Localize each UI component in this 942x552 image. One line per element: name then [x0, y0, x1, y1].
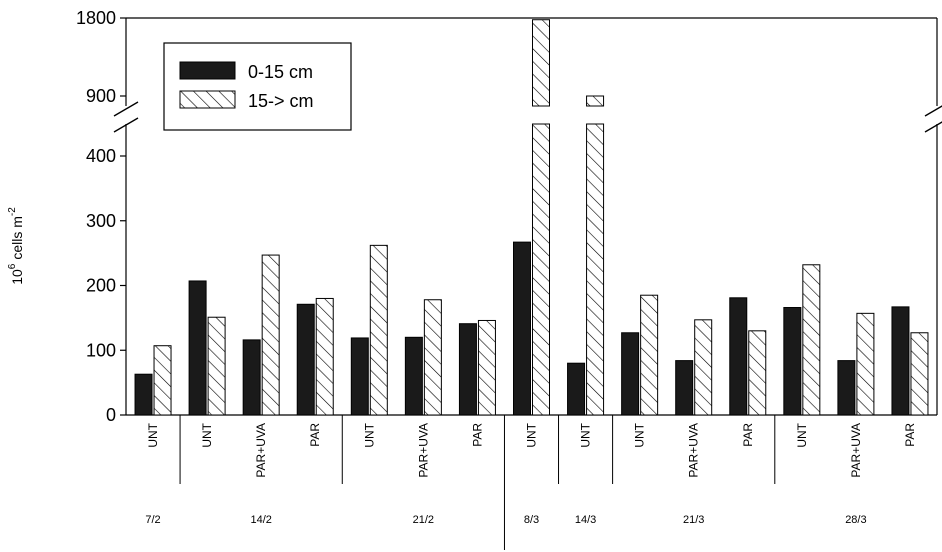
x-category-label: PAR+UVA: [849, 423, 863, 478]
x-category-label: PAR: [470, 423, 484, 447]
bar-solid: [783, 307, 802, 416]
bar-solid: [134, 373, 153, 416]
legend-box: [163, 42, 352, 131]
legend: 0-15 cm 15-> cm: [163, 42, 352, 131]
bar-solid: [404, 336, 423, 416]
x-group-label: 21/3: [683, 514, 704, 526]
x-category-label: PAR+UVA: [254, 423, 268, 478]
y-axis-label-exponent: 6: [7, 263, 18, 269]
bar-hatched: [153, 345, 172, 416]
y-tick-label: 200: [86, 276, 116, 296]
axis-break-mark: [924, 121, 942, 133]
bar-hatched: [369, 244, 388, 416]
x-category-label: UNT: [795, 422, 809, 447]
plot-area: 0 100 200 300 400 900 1800 UNT UNT PAR+UVA PAR UNT P…: [76, 8, 942, 550]
bar-hatched: [423, 299, 442, 416]
svg-text:106cells m-2: 106 cells m-2: [7, 207, 25, 285]
bar-solid: [458, 323, 477, 416]
bar-hatched: [748, 330, 767, 416]
bar-hatched: [856, 312, 875, 416]
bar-solid: [188, 280, 207, 416]
bar-break-gap: [531, 106, 551, 124]
x-category-label: UNT: [579, 422, 593, 447]
axis-break-mark: [113, 117, 139, 133]
x-category-label: UNT: [633, 422, 647, 447]
bar-solid: [675, 360, 694, 416]
x-category-label: PAR+UVA: [687, 423, 701, 478]
legend-label-series1: 0-15 cm: [248, 62, 313, 82]
y-tick-label: 400: [86, 146, 116, 166]
bar-hatched: [802, 264, 821, 416]
x-category-label: UNT: [525, 422, 539, 447]
x-category-label: PAR: [741, 423, 755, 447]
x-group-label: 14/2: [250, 514, 271, 526]
bar-solid: [621, 332, 640, 416]
y-tick-label: 900: [86, 86, 116, 106]
axis-break-mark: [924, 105, 942, 117]
bar-solid: [296, 303, 315, 416]
x-category-label: PAR: [308, 423, 322, 447]
y-axis-label: 106 cells m-2: [7, 207, 25, 285]
legend-swatch-solid: [179, 61, 236, 80]
x-category-label: UNT: [146, 422, 160, 447]
bar-hatched: [261, 254, 280, 416]
bar-solid: [350, 337, 369, 416]
x-category-label: PAR: [903, 423, 917, 447]
bar-hatched: [910, 332, 929, 416]
y-tick-label: 0: [106, 405, 116, 425]
x-category-label: UNT: [362, 422, 376, 447]
x-group-label: 28/3: [845, 514, 866, 526]
bar-solid: [242, 339, 261, 416]
axis-break-mark: [113, 101, 139, 117]
bar-hatched: [207, 316, 226, 416]
y-tick-label: 100: [86, 340, 116, 360]
bar-hatched: [640, 294, 659, 416]
bar-solid: [837, 360, 856, 416]
bar-solid: [891, 306, 910, 416]
bar-hatched-upper-segment: [532, 19, 550, 107]
y-axis-label-unit: cells m: [9, 216, 25, 260]
bar-solid: [513, 241, 531, 416]
x-group-label: 8/3: [524, 514, 539, 526]
bar-solid: [729, 297, 748, 416]
x-group-label: 7/2: [145, 514, 160, 526]
bar-break-gap: [585, 106, 605, 124]
x-group-label: 14/3: [575, 514, 596, 526]
bar-hatched-lower-segment: [532, 123, 550, 416]
x-category-label: UNT: [200, 422, 214, 447]
bar-hatched: [477, 319, 496, 416]
y-tick-label: 300: [86, 211, 116, 231]
legend-swatch-hatched: [179, 90, 236, 109]
bar-hatched-upper-segment: [586, 95, 605, 107]
bar-hatched: [315, 297, 334, 416]
y-axis-label-unit-exponent: -2: [7, 207, 18, 216]
legend-label-series2: 15-> cm: [248, 91, 314, 111]
y-axis-label-base: 10: [9, 269, 25, 285]
bar-hatched: [694, 319, 713, 416]
x-category-label: PAR+UVA: [416, 423, 430, 478]
bar-solid: [567, 362, 586, 416]
bar-hatched-lower-segment: [586, 123, 605, 416]
y-tick-label: 1800: [76, 8, 116, 28]
x-group-label: 21/2: [413, 514, 434, 526]
